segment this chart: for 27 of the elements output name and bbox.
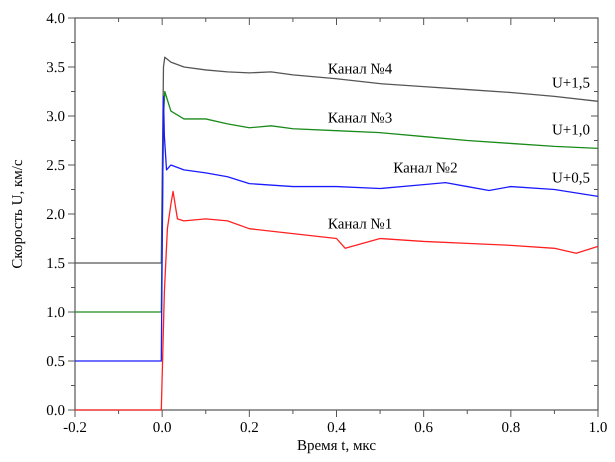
annotation: U+1,5	[552, 75, 590, 92]
line-series	[74, 190, 599, 411]
y-tick-label: 2.5	[46, 158, 65, 174]
annotation: U+1,0	[552, 122, 590, 138]
x-tick-label: -0.2	[63, 420, 87, 436]
x-tick-label: 0.4	[327, 420, 346, 436]
x-tick-label: 1.0	[588, 420, 608, 436]
x-tick-label: 0.0	[152, 420, 172, 436]
x-tick-label: 0.2	[240, 420, 259, 436]
annotation: U+0,5	[552, 170, 590, 186]
series-label: Канал №1	[328, 216, 392, 232]
x-axis-title: Время t, мкс	[296, 438, 376, 454]
x-tick-label: 0.6	[414, 420, 434, 436]
y-axis-title: Скорость U, км/с	[10, 159, 26, 269]
y-tick-label: 2.0	[46, 207, 65, 223]
x-tick-label: 0.8	[501, 420, 520, 436]
y-tick-label: 3.0	[46, 109, 65, 125]
series-label: Канал №2	[393, 160, 458, 177]
y-tick-label: 0.5	[46, 354, 65, 370]
series-label: Канал №4	[328, 62, 393, 78]
y-tick-label: 1.5	[46, 256, 65, 272]
series-label: Канал №3	[328, 110, 392, 127]
y-tick-label: 3.5	[46, 60, 65, 76]
y-tick-label: 1.0	[46, 305, 65, 321]
y-tick-label: 4.0	[46, 11, 65, 27]
y-tick-label: 0.0	[46, 403, 65, 419]
line-series	[74, 96, 599, 362]
